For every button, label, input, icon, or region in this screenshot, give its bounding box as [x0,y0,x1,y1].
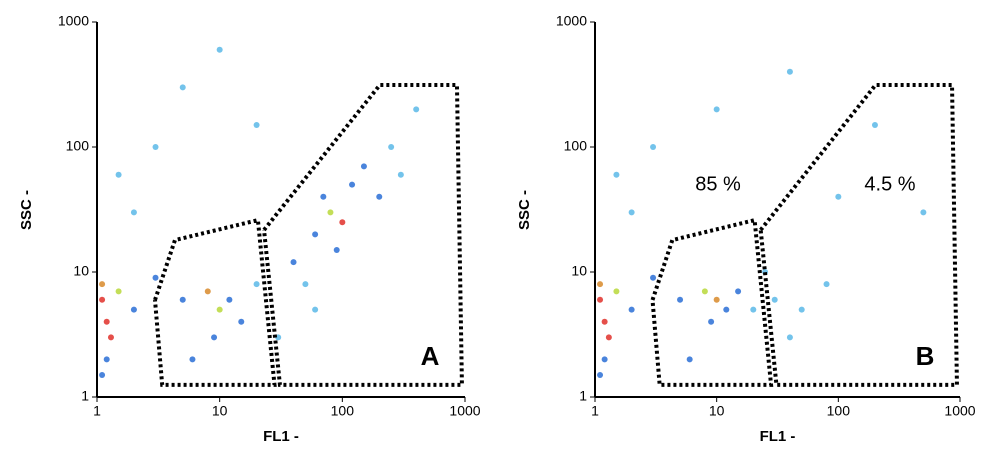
event-dot [605,334,612,341]
panel-label: B [916,341,935,371]
event-dot [708,318,715,325]
gate [152,217,277,387]
event-dot [349,181,356,188]
event-dot [179,296,186,303]
event-dot [597,296,604,303]
gate [262,83,464,387]
annotation: 85 % [695,173,741,195]
event-dot [735,288,742,295]
event-dot [99,281,106,288]
y-axis-title: SSC - [18,190,35,230]
event-dot [713,106,720,113]
event-dot [650,144,657,150]
y-axis-title: SSC - [516,190,533,230]
event-dot [152,144,159,150]
event-dot [238,318,245,325]
event-dot [115,288,122,295]
event-dot [686,356,693,363]
event-dot [312,231,319,238]
event-dot [601,318,608,325]
event-dot [835,193,842,200]
event-dot [103,318,110,325]
event-dot [750,306,757,313]
y-tick-label: 1 [81,388,89,404]
event-dot [302,281,309,288]
event-dot [650,274,657,281]
event-dot [723,306,730,313]
event-dot [786,68,793,75]
event-dot [628,306,635,313]
event-dot [204,288,211,295]
event-dot [376,193,383,200]
event-dot [920,209,927,216]
x-tick-label: 1 [93,403,101,419]
y-tick-label: 10 [73,263,89,279]
event-dot [701,288,708,295]
event-dot [713,296,720,303]
event-dot [99,371,106,378]
event-dot [388,144,395,150]
event-dot [216,46,223,53]
event-dot [601,356,608,363]
x-axis-title: FL1 - [760,428,796,445]
event-dot [823,281,830,288]
x-tick-label: 10 [709,403,725,419]
event-dot [115,171,122,178]
y-tick-label: 100 [564,138,588,154]
event-dot [597,281,604,288]
gate [650,217,774,387]
event-dot [771,296,778,303]
event-dot [413,106,420,113]
event-dot [107,334,114,341]
annotation: 4.5 % [864,173,915,195]
event-dot [333,246,340,253]
event-dot [360,163,367,170]
event-dot [320,193,327,200]
x-axis-title: FL1 - [263,428,299,445]
event-dot [613,288,620,295]
x-tick-label: 100 [827,403,851,419]
x-tick-label: 100 [331,403,355,419]
event-dot [226,296,233,303]
event-dot [253,121,260,128]
panel-label: A [421,341,440,371]
event-dot [189,356,196,363]
x-tick-label: 1000 [449,403,480,419]
event-dot [152,274,159,281]
y-tick-label: 10 [571,263,587,279]
event-dot [597,371,604,378]
event-dot [290,259,297,266]
event-dot [216,306,223,313]
event-dot [798,306,805,313]
x-tick-label: 10 [212,403,228,419]
event-dot [628,209,635,216]
event-dot [253,281,260,288]
event-dot [786,334,793,341]
event-dot [130,209,137,216]
event-dot [99,296,106,303]
event-dot [613,171,620,178]
y-tick-label: 1000 [556,13,587,29]
y-tick-label: 100 [66,138,90,154]
event-dot [179,84,186,91]
event-dot [397,171,404,178]
event-dot [677,296,684,303]
event-dot [327,209,334,216]
y-tick-label: 1000 [58,13,89,29]
y-tick-label: 1 [579,388,587,404]
x-tick-label: 1 [591,403,599,419]
x-tick-label: 1000 [944,403,975,419]
event-dot [339,219,346,226]
event-dot [103,356,110,363]
event-dot [312,306,319,313]
event-dot [130,306,137,313]
event-dot [871,121,878,128]
event-dot [211,334,218,341]
